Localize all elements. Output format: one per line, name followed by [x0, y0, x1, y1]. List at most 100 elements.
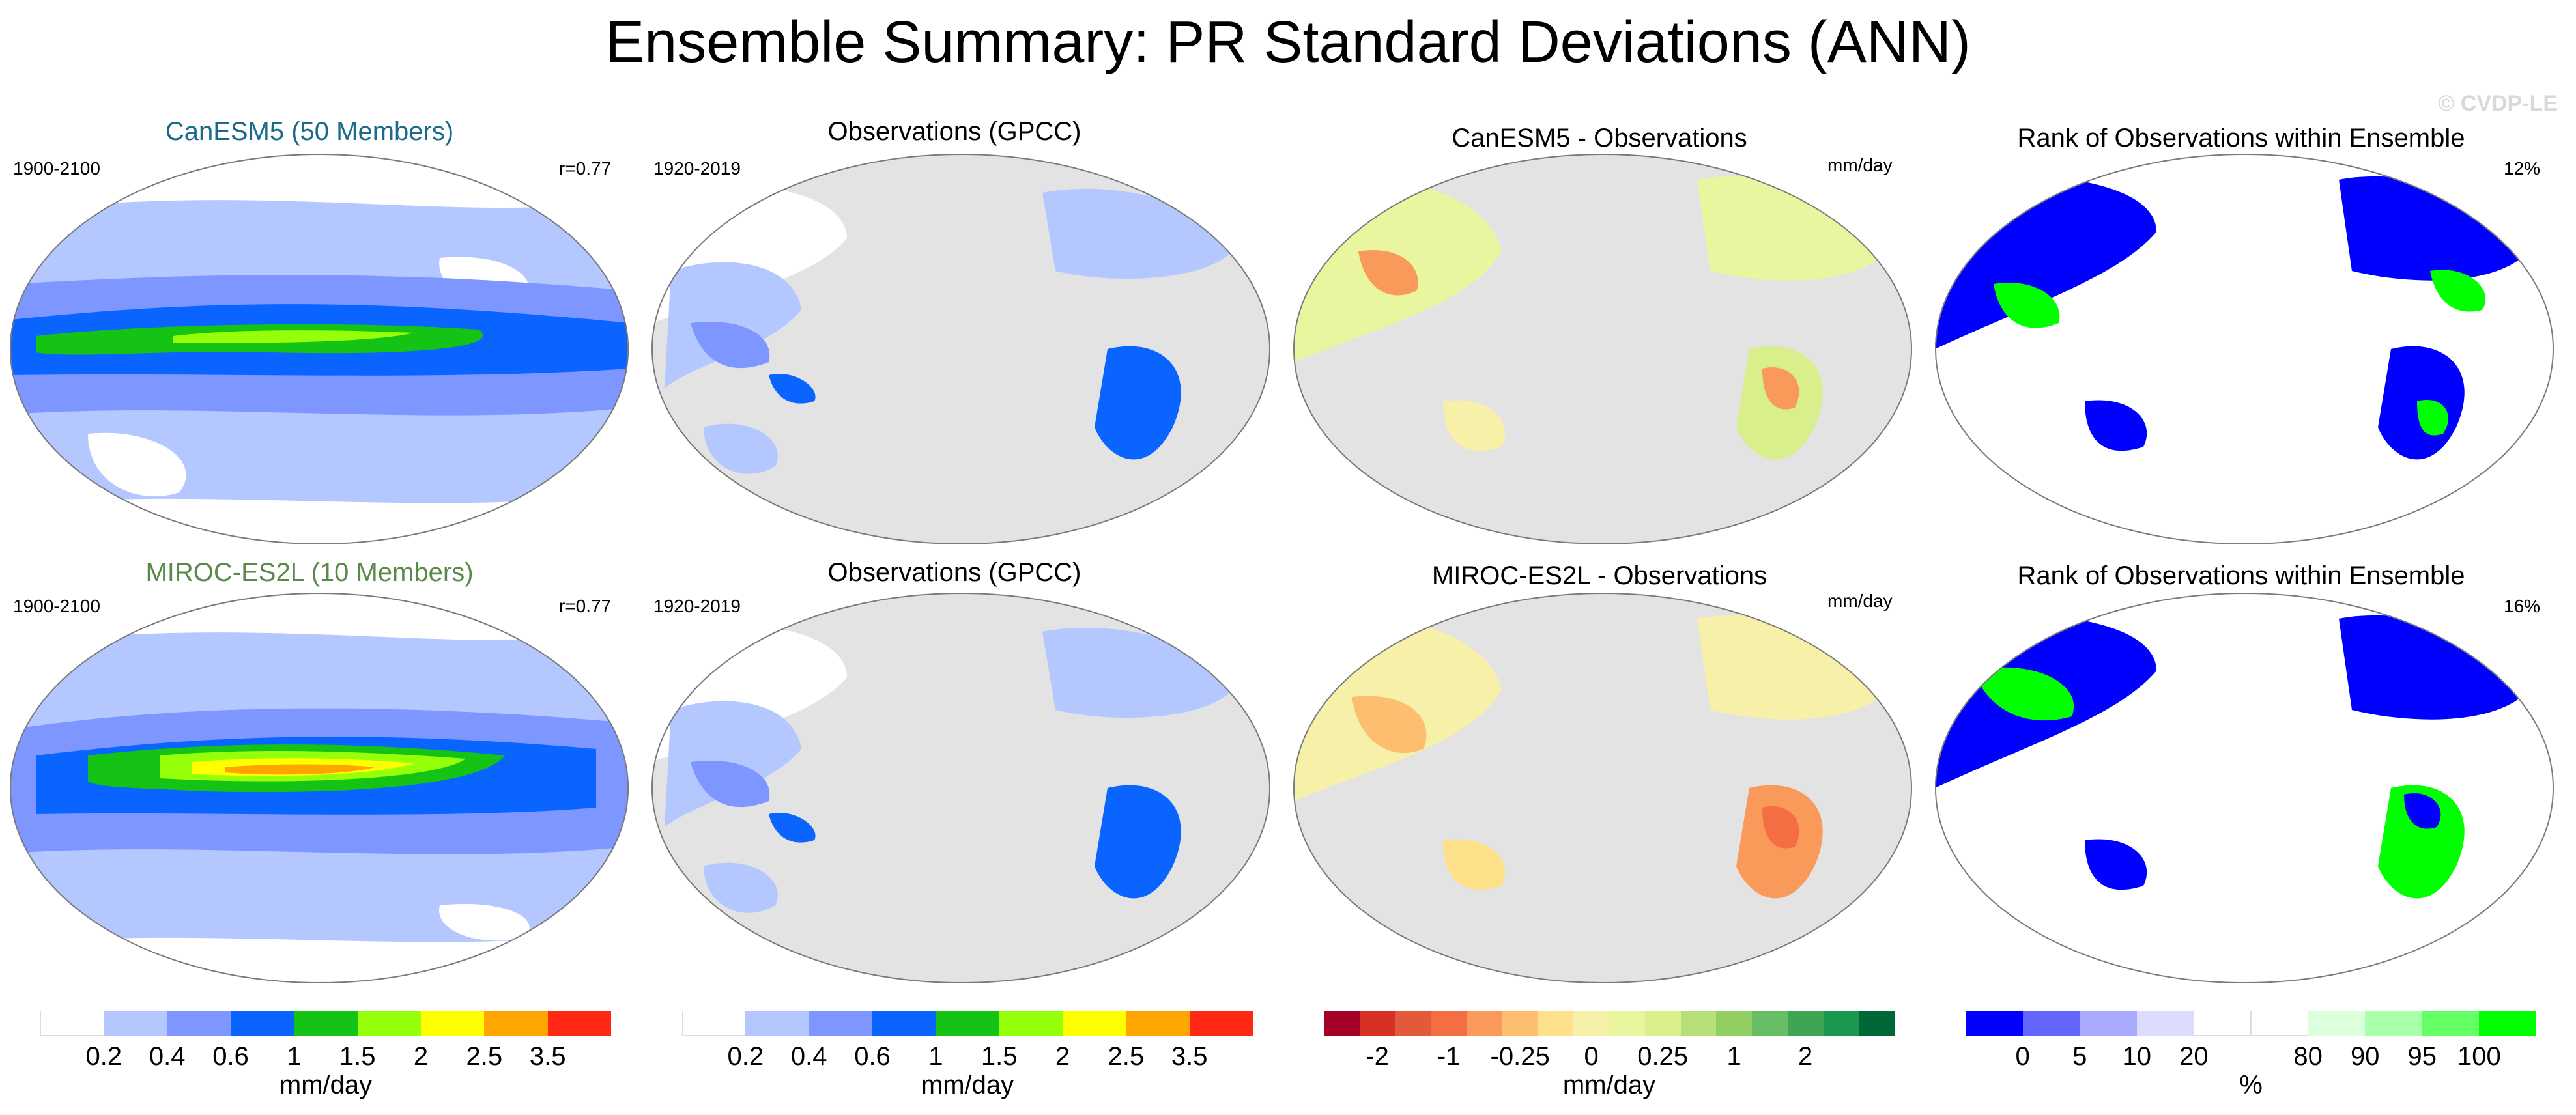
colorbar-tick-label: 0.6 — [212, 1042, 249, 1071]
colorbar-4: 0 5 10 20 80 90 95 100% — [1966, 1011, 2537, 1099]
colorbar-tick-label: 1 — [1726, 1042, 1741, 1071]
colorbar-swatch — [1787, 1011, 1824, 1036]
colorbar-swatch — [1431, 1011, 1467, 1036]
colorbar-swatch — [357, 1011, 422, 1036]
colorbar-units: mm/day — [1562, 1071, 1656, 1099]
rank-pct-1: 12% — [2504, 158, 2541, 178]
colorbar-tick-label: 2.5 — [466, 1042, 503, 1071]
rank-panel-title-2: Rank of Observations within Ensemble — [2017, 561, 2465, 590]
colorbar-tick-label: 0.2 — [85, 1042, 122, 1071]
colorbar-tick-label: 90 — [2350, 1042, 2380, 1071]
colorbar-tick-label: -1 — [1437, 1042, 1461, 1071]
colorbar-swatch — [1573, 1011, 1610, 1036]
colorbar-swatch — [936, 1011, 1000, 1036]
colorbar-swatch — [1538, 1011, 1574, 1036]
colorbar-swatch — [872, 1011, 936, 1036]
colorbar-swatch — [1467, 1011, 1503, 1036]
rank-map-2 — [1935, 593, 2554, 983]
obs-panel-title-1: Observations (GPCC) — [827, 117, 1081, 146]
colorbar-swatch — [2479, 1011, 2537, 1036]
colorbar-tick-label: 0 — [1584, 1042, 1599, 1071]
model-r-1: r=0.77 — [559, 158, 612, 178]
diff-panel-title-1: CanESM5 - Observations — [1452, 124, 1747, 152]
colorbar-swatch — [1126, 1011, 1190, 1036]
diff-map-2 — [1293, 593, 1912, 983]
colorbar-swatch — [40, 1011, 104, 1036]
colorbar-swatch — [1966, 1011, 2024, 1036]
colorbar-swatch — [547, 1011, 612, 1036]
model-years-1: 1900-2100 — [13, 158, 100, 178]
colorbar-units: % — [2239, 1071, 2263, 1099]
colorbar-tick-label: -0.25 — [1490, 1042, 1550, 1071]
colorbar-swatch — [2251, 1011, 2309, 1036]
obs-map-2 — [651, 593, 1270, 983]
colorbar-swatch — [2022, 1011, 2080, 1036]
colorbar-tick-label: 100 — [2457, 1042, 2501, 1071]
figure-title: Ensemble Summary: PR Standard Deviations… — [605, 10, 1971, 75]
model-title-text-1: CanESM5 (50 Members) — [165, 117, 454, 146]
colorbar-tick-label: 1 — [928, 1042, 943, 1071]
colorbar-tick-label: 1.5 — [980, 1042, 1018, 1071]
colorbar-swatch — [167, 1011, 231, 1036]
colorbar-tick-label: 3.5 — [529, 1042, 566, 1071]
colorbar-swatch — [294, 1011, 358, 1036]
colorbar-swatch — [1324, 1011, 1360, 1036]
colorbar-swatch — [2422, 1011, 2480, 1036]
colorbar-tick-label: 10 — [2122, 1042, 2152, 1071]
colorbar-tick-label: 2 — [1798, 1042, 1813, 1071]
diff-units-1: mm/day — [1827, 155, 1893, 175]
colorbar-swatch — [1823, 1011, 1859, 1036]
colorbar-swatch — [809, 1011, 873, 1036]
colorbar-tick-label: 1 — [287, 1042, 302, 1071]
colorbar-tick-label: -2 — [1366, 1042, 1389, 1071]
colorbar-tick-label: 2.5 — [1108, 1042, 1145, 1071]
colorbar-swatch — [1359, 1011, 1395, 1036]
colorbar-swatch — [421, 1011, 485, 1036]
colorbar-tick-label: 95 — [2407, 1042, 2437, 1071]
rank-panel-title-1: Rank of Observations within Ensemble — [2017, 124, 2465, 152]
watermark: © CVDP-LE — [2438, 91, 2558, 116]
colorbar-swatch — [1502, 1011, 1538, 1036]
colorbar-units: mm/day — [279, 1071, 373, 1099]
colorbar-3: -2 -1 -0.25 0 0.25 1 2 mm/day — [1324, 1011, 1895, 1099]
model-panel-title-2: MIROC-ES2L (10 Members) — [7, 558, 612, 587]
colorbar-swatch — [1859, 1011, 1895, 1036]
colorbar-tick-label: 0.6 — [854, 1042, 891, 1071]
colorbar-tick-label: 0.4 — [790, 1042, 827, 1071]
diff-map-1 — [1293, 154, 1912, 544]
colorbar-swatch — [1395, 1011, 1431, 1036]
colorbar-tick-label: 20 — [2179, 1042, 2209, 1071]
rank-map-1 — [1935, 154, 2554, 544]
colorbar-swatch — [682, 1011, 746, 1036]
colorbar-tick-label: 2 — [1055, 1042, 1070, 1071]
obs-years-1: 1920-2019 — [653, 158, 741, 178]
model-r-2: r=0.77 — [559, 596, 612, 616]
colorbar-swatch — [1680, 1011, 1717, 1036]
colorbar-swatch — [231, 1011, 294, 1036]
colorbar-tick-label: 80 — [2293, 1042, 2323, 1071]
model-panel-title-1: CanESM5 (50 Members) — [7, 117, 612, 147]
colorbar-tick-label: 1.5 — [339, 1042, 376, 1071]
model-title-text-2: MIROC-ES2L (10 Members) — [145, 558, 474, 587]
colorbar-swatch — [2080, 1011, 2138, 1036]
colorbar-tick-label: 0 — [2015, 1042, 2030, 1071]
colorbar-swatch — [2308, 1011, 2366, 1036]
colorbar-swatch — [999, 1011, 1063, 1036]
model-years-2: 1900-2100 — [13, 596, 100, 616]
colorbar-swatch — [745, 1011, 810, 1036]
colorbar-swatch — [1644, 1011, 1681, 1036]
colorbar-swatch — [1189, 1011, 1253, 1036]
rank-pct-2: 16% — [2504, 596, 2541, 616]
colorbar-swatch — [2365, 1011, 2423, 1036]
obs-panel-title-2: Observations (GPCC) — [827, 558, 1081, 587]
diff-units-2: mm/day — [1827, 591, 1893, 611]
model-map-1 — [10, 154, 629, 544]
model-map-2 — [10, 593, 629, 983]
obs-years-2: 1920-2019 — [653, 596, 741, 616]
colorbar-1: 0.2 0.4 0.6 1 1.5 2 2.5 3.5 mm/day — [40, 1011, 612, 1099]
colorbar-swatch — [1716, 1011, 1753, 1036]
colorbar-tick-label: 2 — [413, 1042, 429, 1071]
colorbar-swatch — [104, 1011, 168, 1036]
colorbar-2: 0.2 0.4 0.6 1 1.5 2 2.5 3.5 mm/day — [682, 1011, 1253, 1099]
colorbar-tick-label: 5 — [2072, 1042, 2087, 1071]
